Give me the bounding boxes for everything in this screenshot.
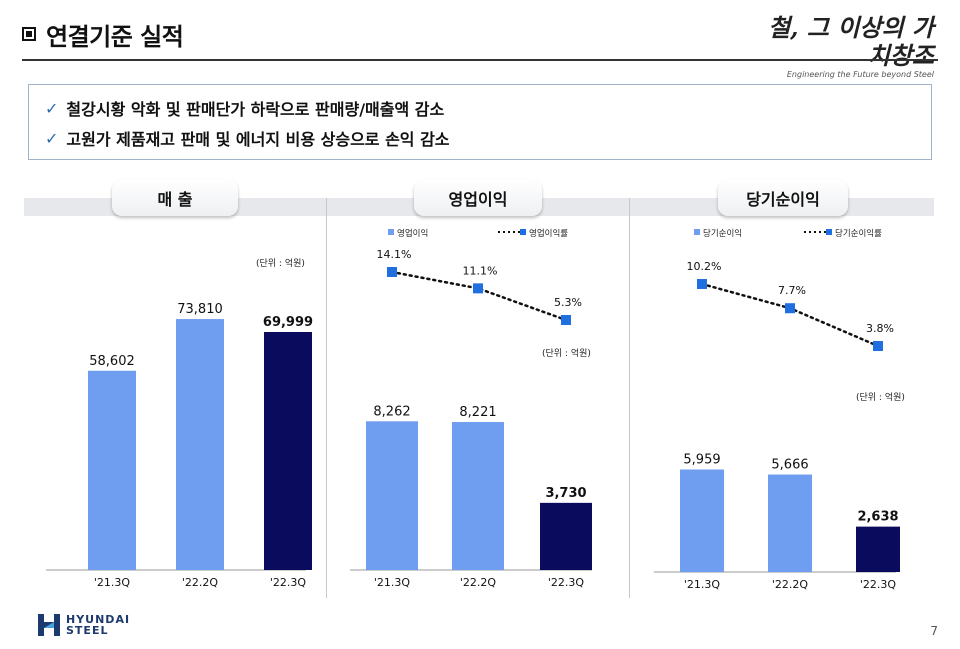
panel-operating-profit: 영업이익 <box>328 180 628 600</box>
bar <box>366 421 418 570</box>
data-label: 69,999 <box>263 315 313 330</box>
slogan-main: 철, 그 이상의 가치창조 <box>768 13 934 70</box>
summary-box: ✓ 철강시황 악화 및 판매단가 하락으로 판매량/매출액 감소 ✓ 고원가 제… <box>28 84 932 160</box>
legend-line-label: 당기순이익률 <box>835 228 882 239</box>
x-tick-label: '22.2Q <box>460 576 497 589</box>
legend-line-marker <box>826 229 832 235</box>
panel-title-sales: 매 출 <box>112 180 238 216</box>
data-label: 5,959 <box>683 453 720 468</box>
x-tick-label: '22.2Q <box>772 578 809 591</box>
rate-marker <box>387 267 397 277</box>
hyundai-steel-logo: HYUNDAI STEEL <box>36 612 130 638</box>
bar <box>452 422 504 570</box>
bar <box>680 469 724 572</box>
legend-bar-swatch <box>388 229 394 235</box>
rate-marker <box>561 315 571 325</box>
bar <box>768 474 812 572</box>
operating-profit-chart: (단위 : 억원) 영업이익 영업이익률 8,262 '21.3Q 8,221 '22.2Q… <box>350 228 592 589</box>
check-icon: ✓ <box>45 128 59 148</box>
panel-title-net-income: 당기순이익 <box>718 180 848 216</box>
data-label: 58,602 <box>89 354 135 369</box>
logo-line1: HYUNDAI <box>66 613 131 626</box>
unit-label: (단위 : 억원) <box>542 347 591 359</box>
slogan-sub: Engineering the Future beyond Steel <box>786 70 934 79</box>
rate-label: 3.8% <box>866 322 894 335</box>
logo-line2: STEEL <box>66 624 109 637</box>
rate-label: 10.2% <box>687 260 722 273</box>
legend-bar-label: 당기순이익 <box>703 228 742 239</box>
rate-marker <box>473 283 483 294</box>
x-tick-label: '21.3Q <box>684 578 721 591</box>
net-income-chart: (단위 : 억원) 당기순이익 당기순이익률 5,959 '21.3Q 5,666 '22.… <box>654 228 905 591</box>
summary-text: 철강시황 악화 및 판매단가 하락으로 판매량/매출액 감소 <box>66 100 445 119</box>
panel-divider <box>629 198 630 598</box>
rate-label: 5.3% <box>554 296 582 309</box>
rate-label: 11.1% <box>463 264 498 277</box>
bar <box>176 319 224 570</box>
data-label: 2,638 <box>857 510 898 525</box>
panel-net-income: 당기순이익 <box>632 180 934 600</box>
title-row: 연결기준 실적 <box>22 14 184 54</box>
data-label: 73,810 <box>177 302 223 317</box>
panel-sales: 매 출 <box>24 180 326 600</box>
check-icon: ✓ <box>45 98 59 118</box>
rate-marker <box>785 303 795 314</box>
title-divider <box>22 59 938 61</box>
x-tick-label: '21.3Q <box>374 576 411 589</box>
summary-text: 고원가 제품재고 판매 및 에너지 비용 상승으로 손익 감소 <box>66 130 450 149</box>
bar <box>88 370 136 570</box>
title-square-icon <box>22 27 36 41</box>
data-label: 8,262 <box>373 404 410 419</box>
page-number: 7 <box>930 624 938 638</box>
rate-marker <box>697 279 707 289</box>
x-tick-label: '22.2Q <box>182 576 219 589</box>
rate-label: 7.7% <box>778 284 806 297</box>
bar <box>540 502 592 570</box>
unit-label: (단위 : 억원) <box>856 391 905 403</box>
legend-line-marker <box>520 229 526 235</box>
legend-bar-swatch <box>694 229 700 235</box>
panel-divider <box>326 198 327 598</box>
summary-item: ✓ 고원가 제품재고 판매 및 에너지 비용 상승으로 손익 감소 <box>45 123 915 153</box>
summary-item: ✓ 철강시황 악화 및 판매단가 하락으로 판매량/매출액 감소 <box>45 93 915 123</box>
data-label: 8,221 <box>459 405 496 420</box>
rate-line <box>390 270 568 322</box>
legend-bar-label: 영업이익 <box>397 228 428 239</box>
sales-chart: (단위 : 억원) 58,602 '21.3Q 73,810 '22.2Q 69,999 '… <box>46 257 313 589</box>
slogan-logo: 철, 그 이상의 가치창조 Engineering the Future bey… <box>754 14 934 80</box>
unit-label: (단위 : 억원) <box>256 257 305 269</box>
data-label: 3,730 <box>545 486 586 501</box>
rate-label: 14.1% <box>377 248 412 261</box>
x-tick-label: '22.3Q <box>860 578 897 591</box>
x-tick-label: '22.3Q <box>270 576 307 589</box>
rate-marker <box>873 341 883 351</box>
x-tick-label: '21.3Q <box>94 576 131 589</box>
hyundai-steel-logo-icon <box>38 614 60 636</box>
bar <box>856 526 900 572</box>
x-tick-label: '22.3Q <box>548 576 585 589</box>
legend-line-label: 영업이익률 <box>529 228 568 239</box>
panel-title-operating-profit: 영업이익 <box>414 180 542 216</box>
page-title: 연결기준 실적 <box>46 22 184 51</box>
bar <box>264 332 312 570</box>
data-label: 5,666 <box>771 458 808 473</box>
